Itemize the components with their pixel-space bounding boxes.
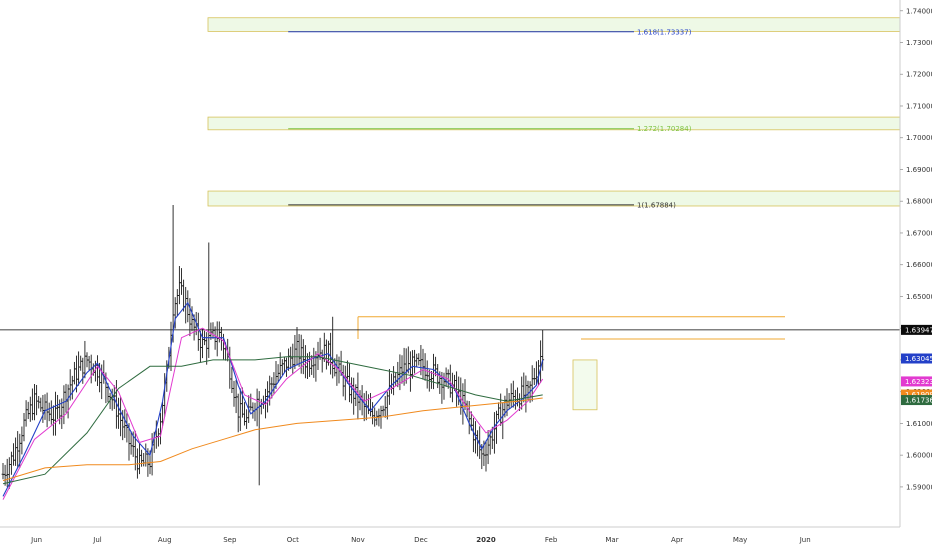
y-tick-label: 1.68000 [906,198,932,206]
fib-zone-0 [207,17,901,32]
series-line-1 [2,327,544,500]
price-badge-0 [901,324,932,335]
x-tick-label: Nov [351,536,365,544]
series-line-0 [2,301,544,497]
price-badge-1 [901,353,932,364]
fib-level-label-2: 1(1.67884) [637,201,676,209]
y-tick-label: 1.60000 [906,452,932,460]
x-tick-label: Jul [92,536,102,544]
series-line-2 [2,356,543,485]
x-tick-label: May [733,536,747,544]
x-tick-label: Apr [671,536,683,544]
y-tick-label: 1.70000 [906,134,932,142]
x-tick-label: Jun [799,536,811,544]
x-tick-label: Jun [30,536,42,544]
price-badge-3 [901,389,932,400]
price-badge-label-2: 1.62323 [905,378,932,386]
series-line-3 [2,397,543,482]
x-tick-label: Dec [414,536,428,544]
x-tick-label: Oct [287,536,299,544]
price-badge-4 [901,395,932,406]
x-tick-label: Sep [223,536,237,544]
fib-zone-2 [207,190,901,207]
y-tick-label: 1.67000 [906,229,932,237]
y-tick-label: 1.73000 [906,39,932,47]
y-tick-label: 1.72000 [906,71,932,79]
y-tick-label: 1.61000 [906,420,932,428]
y-tick-label: 1.71000 [906,102,932,110]
price-badge-label-0: 1.63947 [905,326,932,334]
price-badge-2 [901,376,932,387]
x-tick-label: Aug [158,536,172,544]
y-tick-label: 1.59000 [906,483,932,491]
horizontal-lines [0,316,900,411]
x-axis: Jun Jul Aug Sep Oct Nov Dec 2020 Feb Mar Apr May Jun [0,526,900,544]
x-tick-label: Feb [545,536,558,544]
fib-level-label-0: 1.618(1.73337) [637,28,692,36]
x-tick-label: 2020 [476,536,496,544]
y-tick-label: 1.65000 [906,293,932,301]
price-badge-label-4: 1.61736 [905,397,932,405]
highlight-box [572,359,598,411]
moving-averages [2,301,544,500]
y-tick-label: 1.66000 [906,261,932,269]
x-tick-label: Mar [605,536,618,544]
fib-zone-1 [207,116,901,131]
fib-level-label-1: 1.272(1.70284) [637,125,692,133]
price-badge-label-1: 1.63045 [905,355,932,363]
y-tick-label: 1.74000 [906,7,932,15]
y-tick-label: 1.69000 [906,166,932,174]
